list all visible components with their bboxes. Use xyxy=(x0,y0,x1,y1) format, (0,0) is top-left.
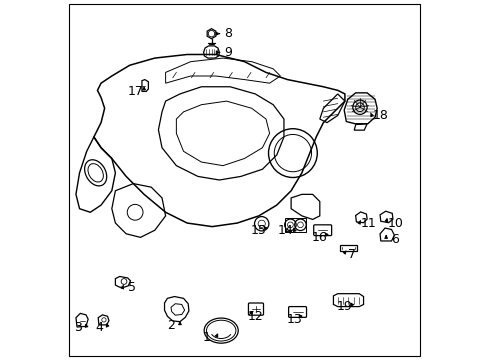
Text: 3: 3 xyxy=(74,321,81,334)
Text: 18: 18 xyxy=(372,109,388,122)
Text: 10: 10 xyxy=(386,216,402,230)
Text: 12: 12 xyxy=(247,310,264,323)
Text: 13: 13 xyxy=(286,313,302,327)
Text: 4: 4 xyxy=(95,321,103,334)
Text: 8: 8 xyxy=(224,27,232,40)
Text: 16: 16 xyxy=(311,231,327,244)
Text: 19: 19 xyxy=(336,300,351,313)
Text: 1: 1 xyxy=(203,331,210,344)
Text: 9: 9 xyxy=(224,46,232,59)
Text: 15: 15 xyxy=(250,224,266,238)
Text: 14: 14 xyxy=(277,224,293,238)
Text: 6: 6 xyxy=(390,233,398,246)
Text: 7: 7 xyxy=(347,248,355,261)
Text: 11: 11 xyxy=(360,216,375,230)
Text: 5: 5 xyxy=(127,281,135,294)
Text: 2: 2 xyxy=(167,319,175,332)
Text: 17: 17 xyxy=(127,85,143,98)
